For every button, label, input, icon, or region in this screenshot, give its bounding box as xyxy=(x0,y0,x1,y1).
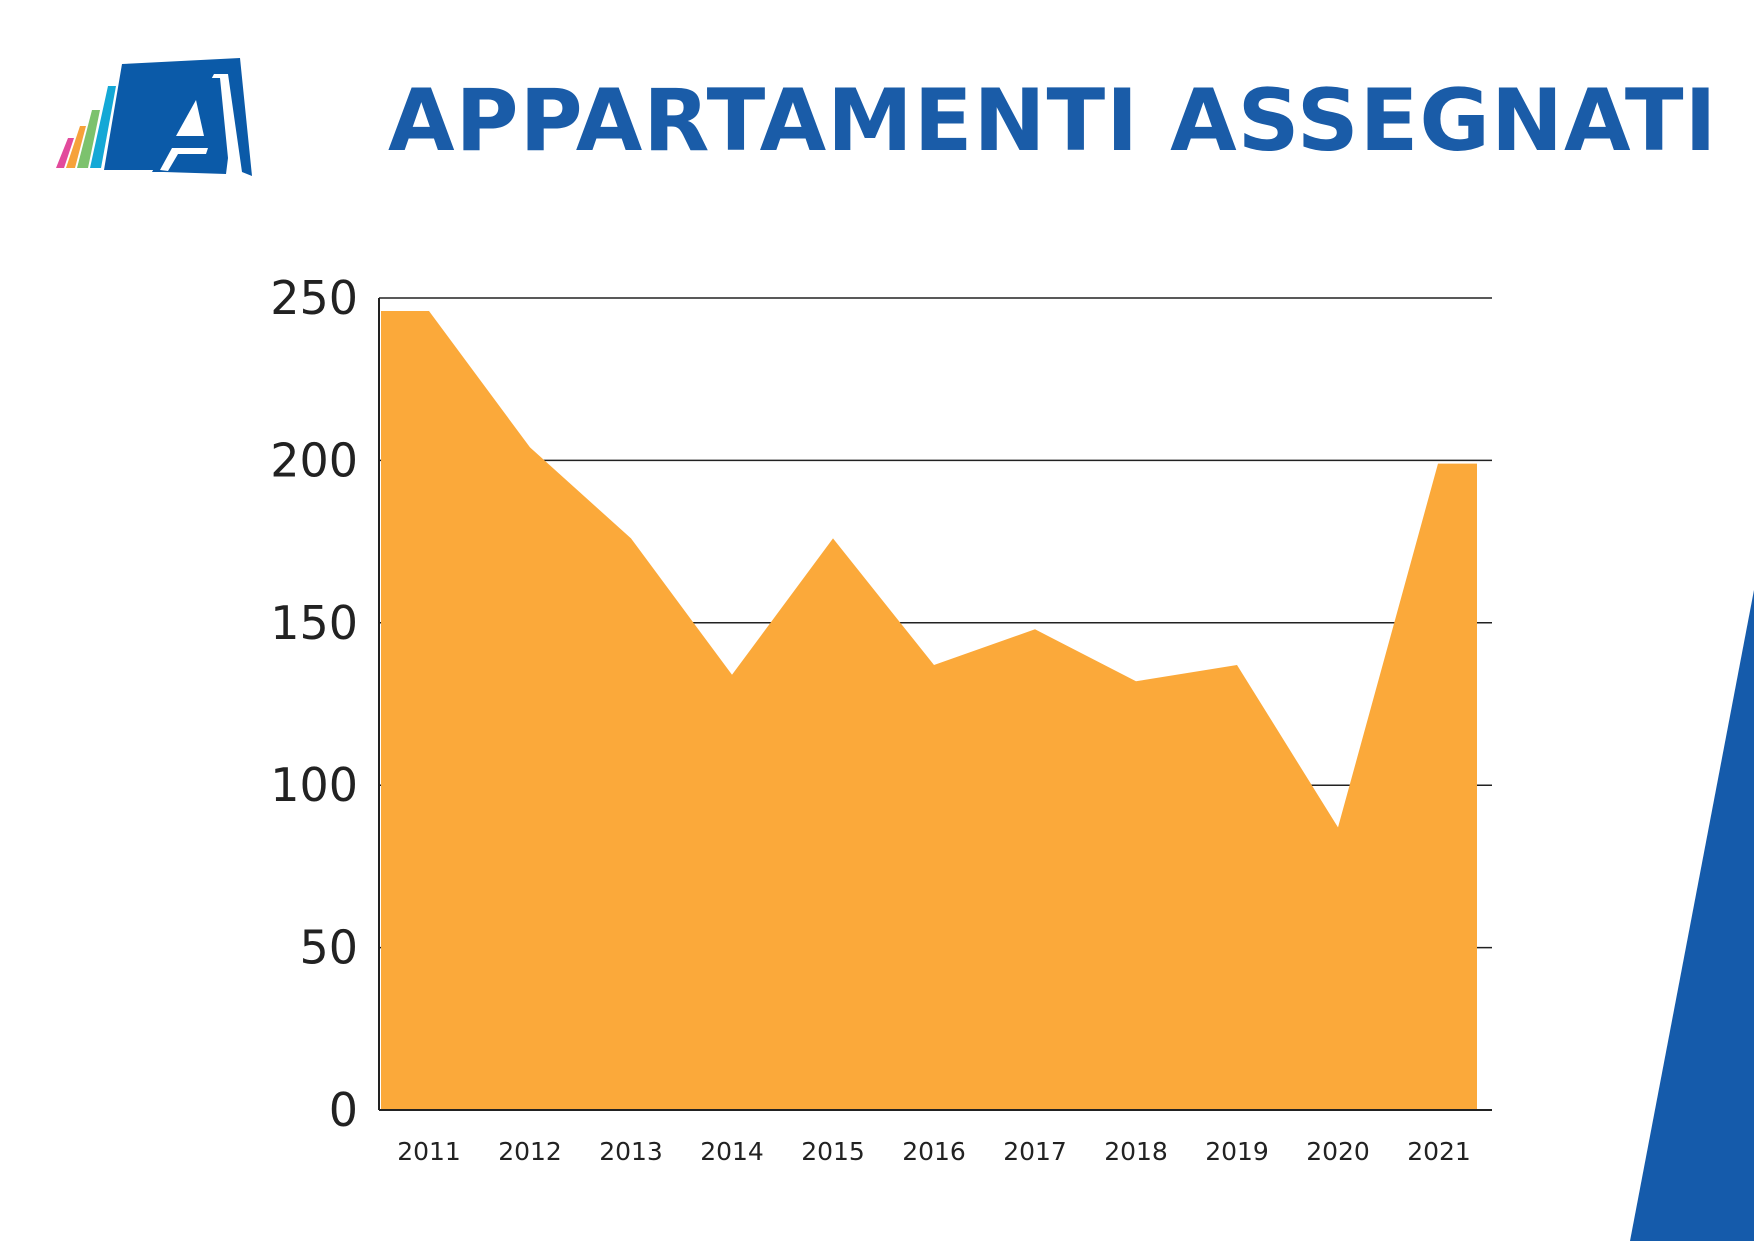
chart-axes xyxy=(378,298,1492,1111)
y-tick-label: 0 xyxy=(329,1083,358,1137)
chart-area-layer xyxy=(381,311,1477,1110)
x-tick-label: 2021 xyxy=(1407,1137,1471,1166)
corner-triangle xyxy=(1630,590,1754,1241)
y-tick-label: 50 xyxy=(299,921,358,975)
x-tick-label: 2018 xyxy=(1104,1137,1168,1166)
x-tick-label: 2013 xyxy=(599,1137,663,1166)
series-area xyxy=(381,311,1477,1110)
x-tick-label: 2014 xyxy=(700,1137,764,1166)
decorative-corner-shape xyxy=(1630,590,1754,1241)
logo-letter-a-hole xyxy=(176,100,204,136)
y-tick-label: 250 xyxy=(270,271,358,325)
y-axis-ticks: 0 50 100 150 200 250 xyxy=(270,271,358,1137)
x-tick-label: 2012 xyxy=(498,1137,562,1166)
page-title: APPARTAMENTI ASSEGNATI xyxy=(388,71,1718,171)
x-axis-ticks: 2011 2012 2013 2014 2015 2016 2017 2018 2019 2020… xyxy=(397,1137,1471,1166)
x-tick-label: 2020 xyxy=(1306,1137,1370,1166)
y-tick-label: 100 xyxy=(270,758,358,812)
x-tick-label: 2019 xyxy=(1205,1137,1269,1166)
logo-stripe-pink xyxy=(56,138,74,168)
y-tick-label: 200 xyxy=(270,433,358,487)
x-tick-label: 2016 xyxy=(902,1137,966,1166)
logo-block xyxy=(104,58,252,176)
logo-stripe-cyan xyxy=(90,86,116,168)
chart-data-points xyxy=(428,310,1440,828)
y-tick-label: 150 xyxy=(270,596,358,650)
logo xyxy=(56,58,252,176)
logo-letter-a-gap xyxy=(160,148,208,171)
x-tick-label: 2011 xyxy=(397,1137,461,1166)
logo-stripe-green xyxy=(77,110,100,168)
logo-stripe-orange xyxy=(66,126,86,168)
x-tick-label: 2015 xyxy=(801,1137,865,1166)
x-tick-label: 2017 xyxy=(1003,1137,1067,1166)
